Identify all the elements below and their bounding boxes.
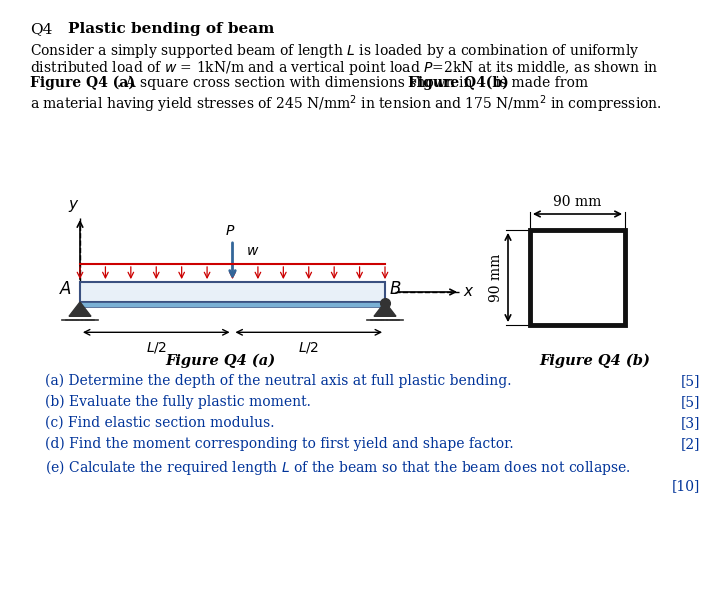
Text: $w$: $w$ — [246, 244, 259, 258]
Text: Figure Q4 (b): Figure Q4 (b) — [539, 354, 650, 368]
Text: (b) Evaluate the fully plastic moment.: (b) Evaluate the fully plastic moment. — [45, 395, 311, 409]
Text: $P$: $P$ — [226, 224, 236, 238]
Text: . A square cross section with dimensions shown in: . A square cross section with dimensions… — [117, 76, 477, 90]
Text: a material having yield stresses of 245 N/mm$^2$ in tension and 175 N/mm$^2$ in : a material having yield stresses of 245 … — [30, 93, 662, 115]
Bar — [80, 282, 385, 285]
Text: is made from: is made from — [491, 76, 588, 90]
Text: $L/2$: $L/2$ — [146, 340, 167, 355]
Bar — [80, 302, 385, 307]
Text: (d) Find the moment corresponding to first yield and shape factor.: (d) Find the moment corresponding to fir… — [45, 437, 513, 451]
Text: [5]: [5] — [681, 374, 700, 388]
Text: [3]: [3] — [681, 416, 700, 430]
Text: (e) Calculate the required length $L$ of the beam so that the beam does not coll: (e) Calculate the required length $L$ of… — [45, 458, 631, 477]
Text: Figure Q4 (a): Figure Q4 (a) — [165, 354, 275, 368]
Text: [10]: [10] — [672, 479, 700, 493]
Text: 90 mm: 90 mm — [489, 253, 503, 302]
Text: (a) Determine the depth of the neutral axis at full plastic bending.: (a) Determine the depth of the neutral a… — [45, 374, 511, 388]
Text: Q4: Q4 — [30, 22, 53, 36]
Text: [2]: [2] — [681, 437, 700, 451]
Text: Figure Q4(b): Figure Q4(b) — [408, 76, 509, 91]
Text: (c) Find elastic section modulus.: (c) Find elastic section modulus. — [45, 416, 275, 430]
Text: Figure Q4 (a): Figure Q4 (a) — [30, 76, 135, 91]
Bar — [530, 230, 625, 325]
Polygon shape — [69, 302, 91, 316]
Text: $x$: $x$ — [463, 285, 474, 299]
Text: Plastic bending of beam: Plastic bending of beam — [68, 22, 275, 36]
Polygon shape — [374, 302, 396, 316]
Text: $L/2$: $L/2$ — [298, 340, 319, 355]
Text: [5]: [5] — [681, 395, 700, 409]
Text: $B$: $B$ — [389, 281, 402, 298]
Bar — [80, 282, 385, 302]
Text: Consider a simply supported beam of length $L$ is loaded by a combination of uni: Consider a simply supported beam of leng… — [30, 42, 640, 60]
Text: 90 mm: 90 mm — [553, 195, 602, 209]
Text: $y$: $y$ — [68, 198, 80, 214]
Text: $A$: $A$ — [59, 281, 72, 298]
Text: distributed load of $w$ = 1kN/m and a vertical point load $P$=2kN at its middle,: distributed load of $w$ = 1kN/m and a ve… — [30, 59, 658, 77]
